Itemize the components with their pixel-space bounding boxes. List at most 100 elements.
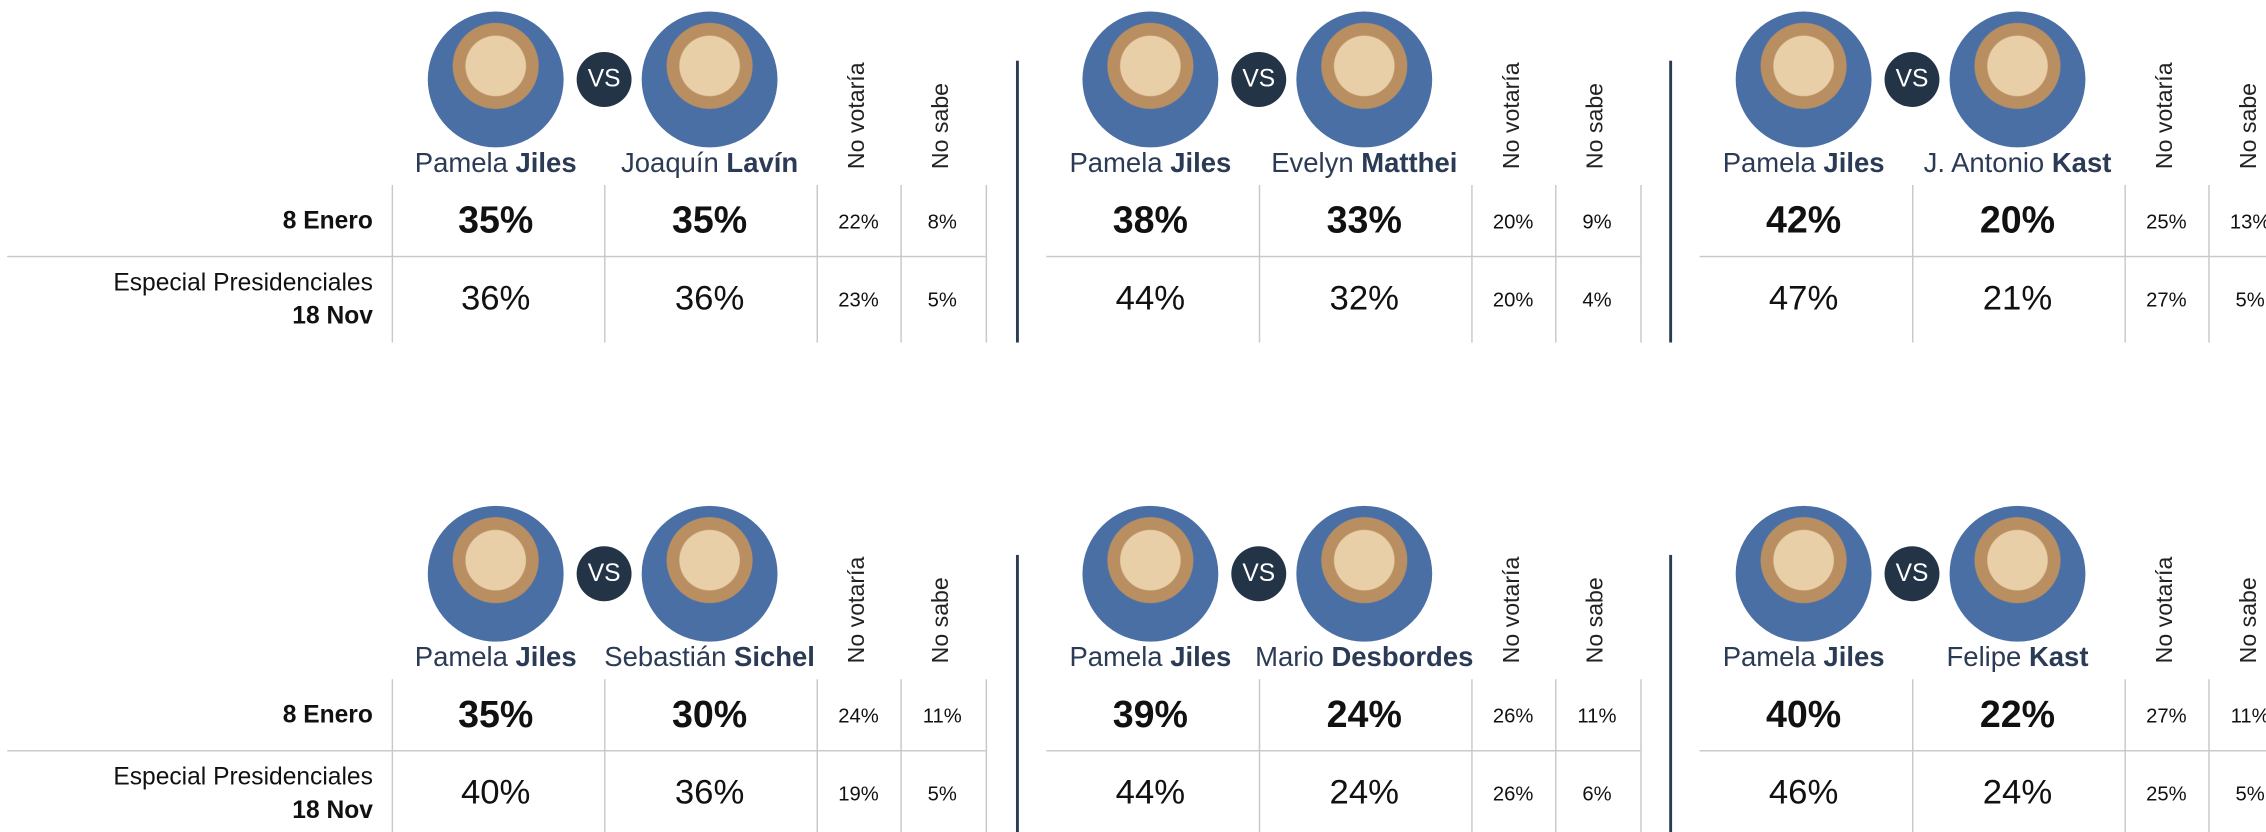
column-header: No sabe — [926, 523, 958, 663]
candidate-name: Mario Desbordes — [1220, 642, 1509, 677]
cell-value: 11% — [2192, 703, 2266, 727]
cell-value: 5% — [884, 287, 1000, 311]
rule — [817, 679, 818, 832]
cell-value: 24% — [1960, 773, 2076, 815]
candidate-name: Joaquín Lavín — [565, 147, 854, 182]
cell-value: 6% — [1539, 781, 1655, 805]
candidate-name: Felipe Kast — [1873, 642, 2162, 677]
column-header: No votaría — [1497, 523, 1529, 663]
first-name: Pamela — [1723, 643, 1816, 673]
last-name: Sichel — [734, 643, 815, 673]
row-label: 8 Enero — [0, 205, 373, 237]
cell-value: 11% — [1539, 703, 1655, 727]
first-name: Pamela — [415, 149, 508, 179]
cell-value: 13% — [2192, 209, 2266, 233]
photo — [1082, 12, 1218, 148]
vs-badge: VS — [1231, 52, 1286, 107]
cell-value: 30% — [652, 693, 768, 738]
rule — [986, 679, 987, 832]
cell-value: 5% — [2192, 781, 2266, 805]
photo — [1736, 12, 1872, 148]
first-name: Joaquín — [621, 149, 719, 179]
first-name: Evelyn — [1271, 149, 1353, 179]
candidate-name: J. Antonio Kast — [1873, 147, 2162, 182]
rule — [1640, 679, 1641, 832]
photo — [1296, 12, 1432, 148]
row-label: Especial Presidenciales — [0, 762, 373, 794]
rule — [1555, 679, 1556, 832]
column-header: No sabe — [1581, 29, 1613, 169]
last-name: Matthei — [1361, 149, 1457, 179]
cell-value: 22% — [1960, 693, 2076, 738]
rule — [900, 679, 901, 832]
last-name: Kast — [2052, 149, 2112, 179]
cell-value: 40% — [1746, 693, 1862, 738]
cell-value: 20% — [1960, 199, 2076, 244]
column-header: No votaría — [843, 29, 875, 169]
first-name: Mario — [1255, 643, 1324, 673]
photo — [1950, 12, 2086, 148]
column-header: No sabe — [2234, 523, 2266, 663]
cell-value: 40% — [438, 773, 554, 815]
first-name: Sebastián — [604, 643, 726, 673]
rule — [1669, 61, 1671, 343]
cell-value: 38% — [1093, 199, 1209, 244]
rule — [392, 185, 393, 343]
rule — [7, 256, 985, 257]
rule — [1912, 679, 1913, 832]
rule — [1259, 679, 1260, 832]
rule — [604, 185, 605, 343]
vs-badge: VS — [1885, 546, 1940, 601]
last-name: Lavín — [726, 149, 798, 179]
photo — [1296, 506, 1432, 642]
cell-value: 36% — [652, 773, 768, 815]
rule — [1669, 555, 1671, 832]
row-label: 18 Nov — [0, 301, 373, 333]
cell-value: 24% — [1306, 773, 1422, 815]
cell-value: 44% — [1093, 278, 1209, 320]
rule — [2124, 679, 2125, 832]
cell-value: 5% — [884, 781, 1000, 805]
column-header: No sabe — [2234, 29, 2266, 169]
cell-value: 32% — [1306, 278, 1422, 320]
column-header: No sabe — [1581, 523, 1613, 663]
last-name: Kast — [2029, 643, 2089, 673]
cell-value: 9% — [1539, 209, 1655, 233]
rule — [1016, 555, 1018, 832]
candidate-name: Evelyn Matthei — [1220, 147, 1509, 182]
first-name: Pamela — [1069, 149, 1162, 179]
photo — [1082, 506, 1218, 642]
cell-value: 44% — [1093, 773, 1209, 815]
column-header: No votaría — [2150, 29, 2182, 169]
photo — [1736, 506, 1872, 642]
first-name: J. Antonio — [1924, 149, 2045, 179]
cell-value: 36% — [652, 278, 768, 320]
first-name: Pamela — [1723, 149, 1816, 179]
cell-value: 47% — [1746, 278, 1862, 320]
candidate-name: Sebastián Sichel — [565, 642, 854, 677]
column-header: No votaría — [1497, 29, 1529, 169]
vs-badge: VS — [1885, 52, 1940, 107]
cell-value: 46% — [1746, 773, 1862, 815]
cell-value: 4% — [1539, 287, 1655, 311]
first-name: Pamela — [415, 643, 508, 673]
cell-value: 5% — [2192, 287, 2266, 311]
rule — [392, 679, 393, 832]
photo — [428, 506, 564, 642]
cell-value: 39% — [1093, 693, 1209, 738]
last-name: Desbordes — [1331, 643, 1473, 673]
row-label: 18 Nov — [0, 795, 373, 827]
column-header: No sabe — [926, 29, 958, 169]
rule — [604, 679, 605, 832]
cell-value: 35% — [652, 199, 768, 244]
vs-badge: VS — [1231, 546, 1286, 601]
rule — [1046, 256, 1640, 257]
first-name: Felipe — [1947, 643, 2022, 673]
page: 8 EneroEspecial Presidenciales18 NovVSPa… — [0, 0, 2266, 832]
photo — [642, 506, 778, 642]
first-name: Pamela — [1069, 643, 1162, 673]
vs-badge: VS — [577, 546, 632, 601]
cell-value: 24% — [1306, 693, 1422, 738]
rule — [1046, 750, 1640, 751]
rule — [2208, 679, 2209, 832]
